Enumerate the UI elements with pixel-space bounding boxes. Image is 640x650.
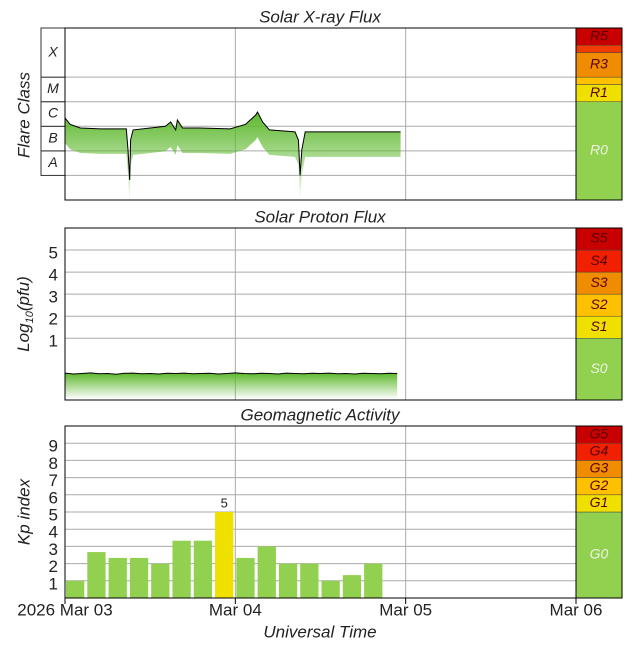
- scale-label: S0: [590, 360, 607, 376]
- scale-label: G3: [590, 460, 609, 476]
- y-tick-label: 3: [49, 288, 58, 307]
- x-tick-label: Mar 06: [550, 600, 603, 619]
- scale-band: [575, 44, 623, 53]
- kp-bar: [129, 557, 149, 598]
- scale-band: [575, 101, 623, 201]
- kp-bar: [172, 540, 191, 598]
- kp-bar: [215, 512, 234, 598]
- class-label: M: [47, 80, 59, 96]
- class-box: [40, 27, 66, 78]
- y-tick-label: 7: [49, 471, 58, 490]
- kp-bar: [151, 563, 170, 598]
- kp-bar: [66, 580, 85, 598]
- value-label: 5: [221, 495, 228, 510]
- scale-label: S2: [590, 296, 607, 312]
- y-axis-title-unit: (pfu): [14, 276, 33, 311]
- y-tick-label: 5: [49, 505, 58, 524]
- scale-label: G4: [590, 443, 609, 459]
- flux-line: [64, 110, 401, 181]
- y-axis-title-subscript: 10: [24, 310, 36, 323]
- x-tick-label: Mar 05: [379, 600, 432, 619]
- y-tick-label: 6: [49, 488, 58, 507]
- scale-band: [575, 338, 623, 401]
- class-label: X: [47, 43, 58, 59]
- class-box: [40, 76, 66, 103]
- y-axis-title: Flare Class: [14, 72, 33, 158]
- scale-label: G0: [590, 546, 609, 562]
- kp-bar: [257, 546, 276, 598]
- kp-bar: [193, 540, 213, 598]
- x-tick-label: Mar 04: [209, 600, 262, 619]
- plot-frame: [64, 27, 623, 201]
- kp-bar: [278, 563, 298, 598]
- scale-label: R1: [590, 84, 608, 100]
- class-label: C: [48, 105, 59, 121]
- scale-label: R3: [590, 56, 608, 72]
- class-box: [40, 101, 66, 127]
- plot-frame: [64, 227, 623, 401]
- scale-label: G5: [590, 425, 609, 441]
- flux-glow: [65, 112, 401, 205]
- kp-bar: [87, 552, 106, 598]
- y-tick-label: 3: [49, 540, 58, 559]
- scale-label: S4: [590, 252, 607, 268]
- class-label: B: [48, 129, 57, 145]
- y-tick-label: 4: [49, 266, 58, 285]
- scale-label: S1: [590, 318, 607, 334]
- kp-bar: [300, 563, 319, 598]
- kp-bar: [342, 575, 362, 598]
- kp-bar: [364, 563, 383, 598]
- kp-bar: [236, 557, 255, 598]
- panel-title: Solar Proton Flux: [254, 207, 386, 226]
- scale-label: R5: [590, 27, 608, 43]
- scale-label: S3: [590, 274, 607, 290]
- y-tick-label: 9: [49, 437, 58, 456]
- plot-background: [65, 28, 622, 200]
- y-tick-label: 2: [49, 557, 58, 576]
- panel-title: Solar X-ray Flux: [259, 7, 381, 26]
- scale-label: G1: [590, 494, 609, 510]
- y-tick-label: 1: [49, 332, 58, 351]
- y-tick-label: 1: [49, 574, 58, 593]
- panel-title: Geomagnetic Activity: [240, 405, 401, 424]
- x-tick-label: 2026 Mar 03: [17, 600, 112, 619]
- flux-glow: [65, 372, 398, 400]
- scale-band: [575, 76, 623, 85]
- scale-label: S5: [590, 230, 607, 246]
- plot-background: [65, 228, 622, 400]
- scale-band: [575, 511, 623, 599]
- y-tick-label: 4: [49, 523, 58, 542]
- y-tick-label: 5: [49, 244, 58, 263]
- kp-bar: [108, 557, 127, 598]
- y-axis-title: Kp index: [14, 478, 33, 545]
- y-tick-label: 8: [49, 454, 58, 473]
- scale-label: G2: [590, 477, 609, 493]
- y-axis-title-text: Log: [14, 323, 33, 352]
- y-axis-title: Log10(pfu): [14, 276, 35, 352]
- class-label: A: [47, 154, 57, 170]
- flux-line: [64, 372, 398, 375]
- y-tick-label: 2: [49, 310, 58, 329]
- x-axis-title: Universal Time: [263, 622, 376, 641]
- plot-frame: [64, 425, 623, 599]
- scale-label: R0: [590, 142, 608, 158]
- kp-bar: [321, 580, 340, 598]
